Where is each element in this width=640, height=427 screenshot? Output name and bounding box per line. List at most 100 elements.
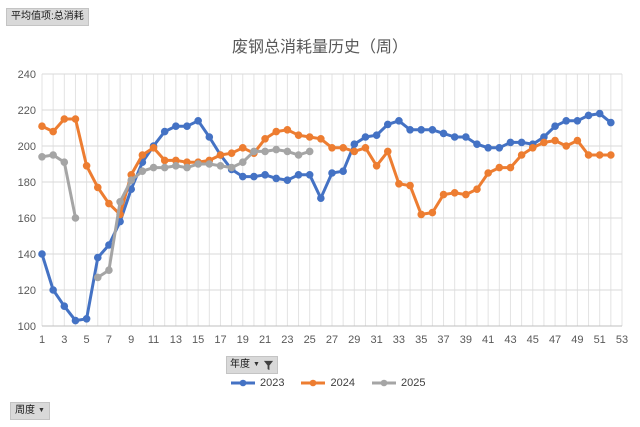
x-tick-label: 1 <box>39 334 45 346</box>
data-point-2024 <box>49 127 57 136</box>
data-point-2024 <box>339 144 347 152</box>
data-point-2023 <box>339 167 347 175</box>
data-point-2023 <box>462 133 470 141</box>
x-tick-label: 5 <box>84 334 90 346</box>
data-point-2024 <box>138 151 147 159</box>
y-tick-label: 240 <box>18 69 36 81</box>
x-tick-label: 47 <box>549 334 561 346</box>
data-point-2024 <box>428 208 437 217</box>
x-tick-label: 35 <box>415 334 427 346</box>
series-line-2025 <box>40 153 77 220</box>
x-tick-label: 27 <box>326 334 338 346</box>
data-point-2023 <box>49 286 57 294</box>
legend-swatch-marker <box>310 379 317 387</box>
data-point-2025 <box>283 147 292 156</box>
data-point-2024 <box>417 210 426 219</box>
data-point-2025 <box>294 151 303 159</box>
x-tick-label: 37 <box>437 334 449 346</box>
data-point-2024 <box>383 147 392 156</box>
legend-swatch-marker <box>239 379 247 387</box>
data-point-2024 <box>528 144 537 152</box>
year-filter-label: 年度 <box>230 359 250 370</box>
chart-title: 废钢总消耗量历史（周） <box>232 37 408 56</box>
data-point-2023 <box>183 122 191 130</box>
data-point-2023 <box>506 138 515 147</box>
data-point-2023 <box>551 122 559 130</box>
year-filter-button[interactable]: 年度 ▼ <box>226 356 278 374</box>
data-point-2024 <box>227 149 236 157</box>
data-point-2023 <box>205 133 214 141</box>
y-tick-label: 140 <box>18 249 36 261</box>
data-point-2024 <box>551 136 559 145</box>
data-point-2025 <box>105 266 113 275</box>
data-point-2024 <box>328 144 336 152</box>
data-point-2025 <box>227 163 236 172</box>
legend-label: 2025 <box>400 377 426 389</box>
data-point-2025 <box>205 160 214 168</box>
data-point-2024 <box>372 162 381 170</box>
data-point-2023 <box>194 117 202 125</box>
data-point-2024 <box>350 147 359 156</box>
data-point-2023 <box>294 171 303 179</box>
data-point-2024 <box>462 190 470 199</box>
data-point-2024 <box>71 115 80 123</box>
data-point-2024 <box>506 163 515 172</box>
data-point-2025 <box>261 147 269 156</box>
data-point-2023 <box>350 140 359 148</box>
x-tick-label: 19 <box>237 334 249 346</box>
legend-item-2025: 2025 <box>371 377 425 389</box>
data-point-2025 <box>272 145 281 154</box>
x-tick-label: 29 <box>348 334 360 346</box>
data-point-2023 <box>573 117 582 125</box>
data-point-2024 <box>584 151 593 159</box>
filter-funnel-icon <box>263 360 274 370</box>
series-layer <box>38 109 615 325</box>
data-point-2023 <box>305 171 314 179</box>
data-point-2025 <box>116 198 124 206</box>
x-tick-label: 31 <box>370 334 382 346</box>
series-line-2024 <box>40 117 613 216</box>
x-tick-label: 11 <box>148 334 159 346</box>
x-tick-label: 15 <box>192 334 204 346</box>
data-point-2024 <box>149 144 158 152</box>
data-point-2023 <box>361 133 370 141</box>
data-point-2025 <box>138 167 147 175</box>
data-point-2025 <box>172 162 180 170</box>
data-point-2023 <box>160 127 169 136</box>
x-tick-label: 33 <box>393 334 405 346</box>
week-filter-button[interactable]: 周度 ▼ <box>10 402 50 420</box>
data-point-2024 <box>517 151 526 159</box>
data-point-2023 <box>562 117 571 125</box>
data-point-2024 <box>93 183 102 192</box>
data-point-2025 <box>127 176 136 184</box>
data-point-2024 <box>294 131 303 139</box>
data-point-2024 <box>540 138 548 147</box>
data-point-2024 <box>562 142 571 150</box>
data-point-2024 <box>607 151 615 159</box>
data-point-2025 <box>49 151 57 159</box>
data-point-2023 <box>495 144 504 152</box>
x-tick-label: 45 <box>527 334 539 346</box>
data-point-2024 <box>105 199 113 208</box>
value-field-chip[interactable]: 平均值项:总消耗 <box>6 8 89 26</box>
data-point-2023 <box>328 169 336 177</box>
data-point-2024 <box>395 180 403 188</box>
x-tick-label: 39 <box>460 334 472 346</box>
x-tick-label: 21 <box>259 334 271 346</box>
data-point-2023 <box>406 126 414 134</box>
data-point-2023 <box>428 126 437 134</box>
legend-item-2024: 2024 <box>300 377 355 389</box>
data-point-2023 <box>317 194 325 202</box>
data-point-2023 <box>517 138 526 147</box>
x-tick-label: 23 <box>281 334 293 346</box>
data-point-2024 <box>317 135 325 143</box>
legend-label: 2023 <box>260 377 285 389</box>
data-point-2024 <box>406 181 414 190</box>
legend-swatch-marker <box>380 379 388 387</box>
data-point-2024 <box>160 156 169 165</box>
x-tick-label: 41 <box>482 334 494 346</box>
data-point-2025 <box>38 153 46 161</box>
data-point-2023 <box>584 111 593 120</box>
data-point-2023 <box>383 120 392 129</box>
data-point-2023 <box>595 109 604 118</box>
